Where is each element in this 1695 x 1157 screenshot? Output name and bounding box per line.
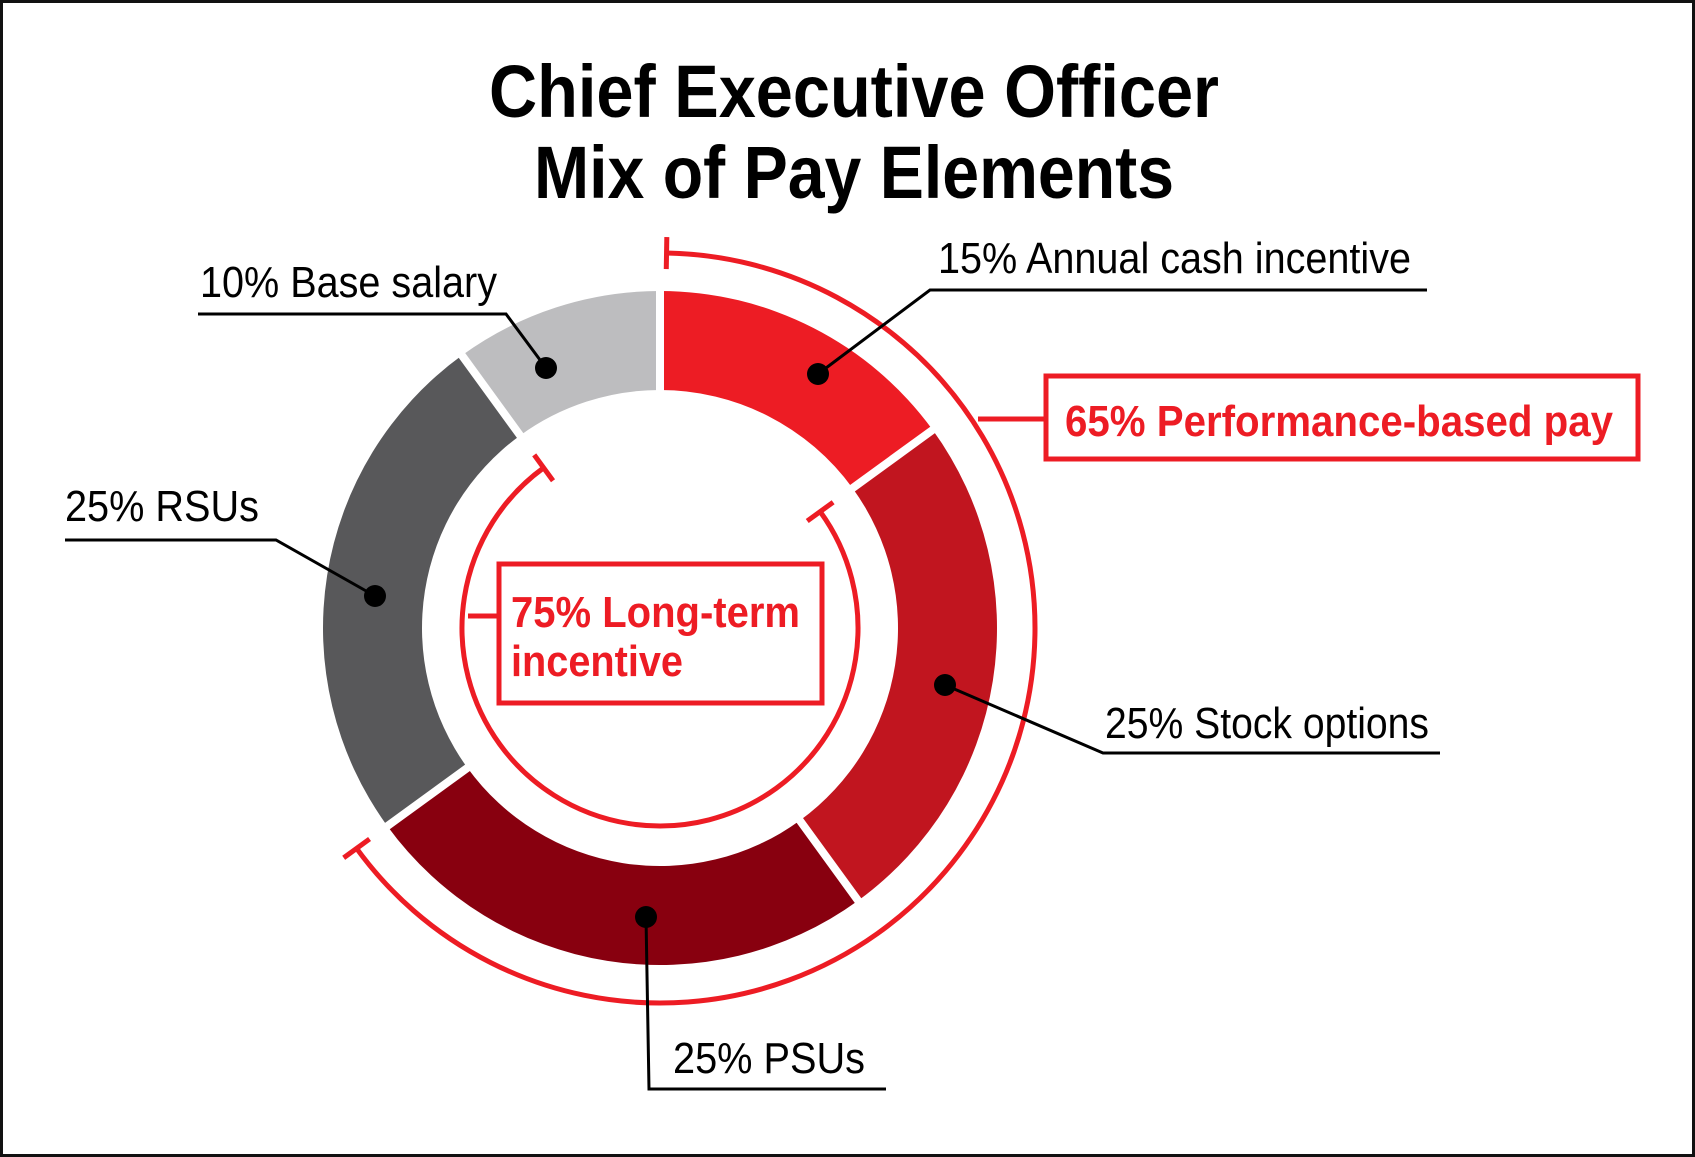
segment-separator: [846, 424, 939, 494]
leader-dot-psus: [635, 906, 657, 928]
segment-separator: [794, 814, 864, 907]
chart-title-line-2: Mix of Pay Elements: [534, 131, 1174, 214]
label-performance-based-pay: 65% Performance-based pay: [1065, 397, 1613, 446]
segment-separator: [456, 349, 526, 442]
leader-dot-rsus: [364, 585, 386, 607]
label-psus: 25% PSUs: [673, 1034, 865, 1083]
label-rsus: 25% RSUs: [65, 482, 259, 531]
donut-segment-rsus: [322, 355, 521, 827]
performance-bracket-tick: [663, 237, 670, 270]
label-stock-options: 25% Stock options: [1105, 699, 1429, 748]
leader-dot-stock-options: [934, 674, 956, 696]
leader-dot-annual-cash-incentive: [807, 363, 829, 385]
performance-bracket-arc: [354, 250, 1038, 1006]
label-long-term-line-2: incentive: [511, 637, 683, 686]
donut-segment-stock-options: [799, 429, 997, 901]
leader-psus: [644, 916, 886, 1091]
segment-separator: [381, 762, 474, 832]
label-long-term-line-1: 75% Long-term: [511, 588, 800, 637]
donut-segment-base-salary: [461, 291, 660, 436]
label-base-salary: 10% Base salary: [200, 258, 497, 307]
performance-label-box: [1043, 373, 1641, 462]
long-term-label-box: [496, 561, 825, 706]
leader-dot-base-salary: [535, 357, 557, 379]
leader-stock-options: [944, 683, 1440, 755]
leader-rsus: [65, 538, 376, 598]
performance-bracket-tick: [342, 836, 372, 860]
donut-segment-psus: [387, 767, 859, 965]
donut-segment-annual-cash-incentive: [660, 291, 933, 489]
label-annual-cash-incentive: 15% Annual cash incentive: [938, 234, 1411, 283]
leader-base-salary: [198, 312, 548, 369]
long-term-bracket-arc: [459, 465, 861, 829]
long-term-bracket-tick: [532, 453, 556, 483]
long-term-bracket-tick: [805, 500, 835, 524]
chart-title-line-1: Chief Executive Officer: [489, 50, 1219, 133]
leader-annual-cash-incentive: [817, 288, 1427, 376]
